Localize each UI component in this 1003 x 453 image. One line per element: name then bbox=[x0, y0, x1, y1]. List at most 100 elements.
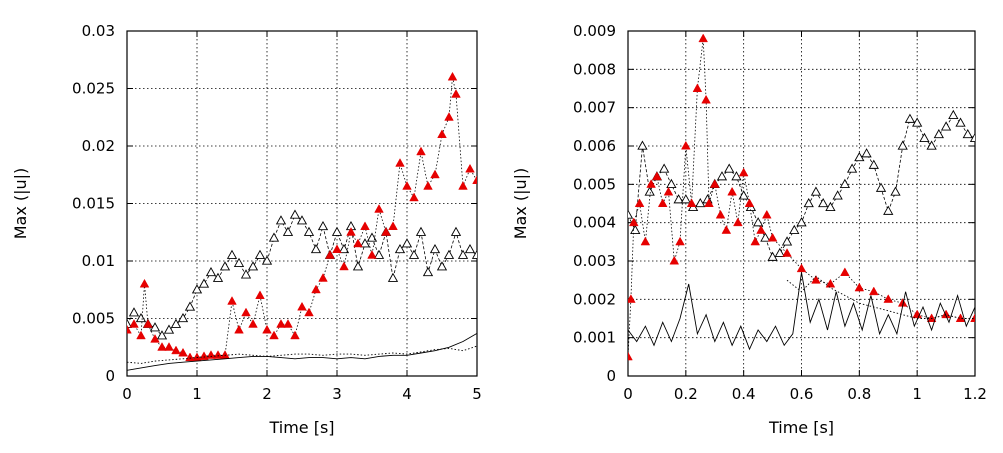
x-tick-label: 0 bbox=[122, 385, 132, 403]
red-triangle-marker bbox=[437, 129, 447, 138]
red-triangle-marker bbox=[381, 227, 391, 236]
red-triangle-marker bbox=[150, 334, 160, 343]
red-triangle-marker bbox=[444, 112, 454, 121]
y-tick-label: 0.001 bbox=[573, 329, 616, 347]
open-triangle-marker bbox=[752, 217, 764, 227]
x-tick-label: 3 bbox=[332, 385, 342, 403]
red-triangle-marker bbox=[332, 244, 342, 253]
y-tick-label: 0.004 bbox=[573, 214, 616, 232]
red-triangle-marker bbox=[854, 282, 865, 292]
red-triangle-marker bbox=[634, 198, 645, 207]
open-triangle-marker bbox=[156, 330, 168, 340]
open-triangle-marker bbox=[846, 163, 858, 173]
red-triangle-marker bbox=[669, 255, 680, 265]
red-triangle-marker bbox=[447, 71, 458, 81]
red-triangle-marker bbox=[970, 313, 975, 322]
red-triangle-marker bbox=[721, 225, 732, 234]
open-triangle-marker bbox=[926, 140, 937, 150]
open-triangle-marker bbox=[803, 197, 814, 208]
red-triangle-marker bbox=[346, 227, 356, 236]
red-triangle-marker bbox=[782, 248, 792, 257]
open-triangle-marker bbox=[659, 163, 670, 173]
red-triangle-marker bbox=[883, 294, 894, 303]
red-triangle-marker bbox=[374, 204, 384, 213]
red-triangle-marker bbox=[388, 221, 398, 230]
red-triangle-marker bbox=[701, 94, 711, 104]
open-triangle-marker bbox=[331, 226, 343, 236]
red-triangle-marker bbox=[129, 319, 139, 328]
red-triangle-marker bbox=[762, 209, 772, 219]
open-triangle-marker bbox=[731, 171, 742, 181]
red-triangle-marker bbox=[318, 273, 328, 282]
open-triangle-marker bbox=[637, 140, 648, 150]
open-triangle-marker bbox=[450, 226, 462, 236]
red-triangle-marker bbox=[402, 181, 412, 190]
open-triangle-marker bbox=[825, 201, 836, 212]
red-triangle-marker bbox=[290, 330, 300, 340]
x-tick-label: 0.8 bbox=[847, 385, 871, 403]
open-triangle-marker bbox=[919, 132, 930, 143]
red-triangle-marker bbox=[339, 261, 349, 271]
open-triangle-marker bbox=[789, 224, 800, 235]
open-triangle-marker bbox=[163, 324, 175, 334]
open-triangle-marker bbox=[261, 255, 273, 265]
red-triangle-marker bbox=[704, 198, 714, 207]
open-triangle-marker bbox=[666, 178, 677, 189]
open-triangle-marker bbox=[818, 197, 829, 208]
red-triangle-marker bbox=[663, 186, 674, 196]
open-triangle-marker bbox=[904, 113, 916, 123]
y-tick-label: 0.002 bbox=[573, 290, 616, 308]
open-triangle-marker bbox=[680, 194, 691, 204]
open-triangle-marker bbox=[212, 272, 224, 282]
red-triangle-marker bbox=[796, 263, 807, 273]
red-triangle-marker bbox=[472, 175, 477, 184]
x-tick-label: 2 bbox=[262, 385, 272, 403]
y-tick-label: 0.008 bbox=[573, 60, 616, 78]
red-triangle-marker bbox=[692, 83, 703, 92]
open-triangle-marker bbox=[198, 278, 210, 288]
y-tick-label: 0.007 bbox=[573, 99, 616, 117]
open-triangle-marker bbox=[177, 312, 189, 323]
y-tick-label: 0.03 bbox=[82, 22, 115, 40]
open-triangle-marker bbox=[875, 182, 887, 192]
open-triangle-marker bbox=[135, 312, 147, 323]
open-triangle-marker bbox=[955, 117, 966, 127]
open-triangle-marker bbox=[128, 307, 140, 317]
red-triangle-marker bbox=[248, 319, 258, 328]
red-triangle-marker bbox=[727, 186, 737, 196]
red-triangle-marker bbox=[416, 146, 426, 156]
x-tick-label: 5 bbox=[472, 385, 482, 403]
open-triangle-marker bbox=[948, 109, 959, 120]
open-triangle-marker bbox=[317, 220, 329, 231]
x-axis-label: Time [s] bbox=[768, 418, 834, 437]
series-line bbox=[786, 275, 975, 319]
y-tick-label: 0.02 bbox=[82, 137, 115, 155]
open-triangle-marker bbox=[883, 205, 894, 215]
red-triangle-marker bbox=[681, 140, 691, 150]
red-triangle-marker bbox=[325, 250, 335, 259]
red-triangle-marker bbox=[825, 278, 836, 288]
right-chart-panel: 0 0.2 0.4 0.6 0.8 1 1.2 0 0.001 0.002 0.003 0.004 0.… bbox=[511, 22, 987, 437]
open-triangle-marker bbox=[781, 236, 793, 246]
open-triangle-marker bbox=[760, 232, 771, 242]
red-triangle-marker bbox=[241, 307, 251, 317]
x-tick-label: 1 bbox=[192, 385, 202, 403]
y-tick-label: 0.025 bbox=[72, 80, 115, 98]
red-triangle-marker bbox=[164, 342, 174, 351]
open-triangle-marker bbox=[471, 249, 477, 259]
open-triangle-marker bbox=[868, 159, 879, 169]
x-axis-label: Time [s] bbox=[268, 418, 334, 437]
red-triangle-marker bbox=[353, 238, 363, 248]
red-triangle-marker bbox=[171, 345, 181, 355]
open-triangle-marker bbox=[240, 269, 252, 279]
open-triangle-marker bbox=[422, 266, 434, 277]
open-triangle-marker bbox=[275, 215, 287, 225]
red-triangle-marker bbox=[675, 236, 685, 246]
y-tick-label: 0.015 bbox=[72, 195, 115, 213]
open-triangle-marker bbox=[366, 232, 378, 242]
red-triangle-marker bbox=[715, 209, 726, 219]
red-triangle-marker bbox=[652, 171, 662, 181]
y-tick-label: 0.003 bbox=[573, 252, 616, 270]
red-triangle-marker bbox=[127, 324, 132, 334]
